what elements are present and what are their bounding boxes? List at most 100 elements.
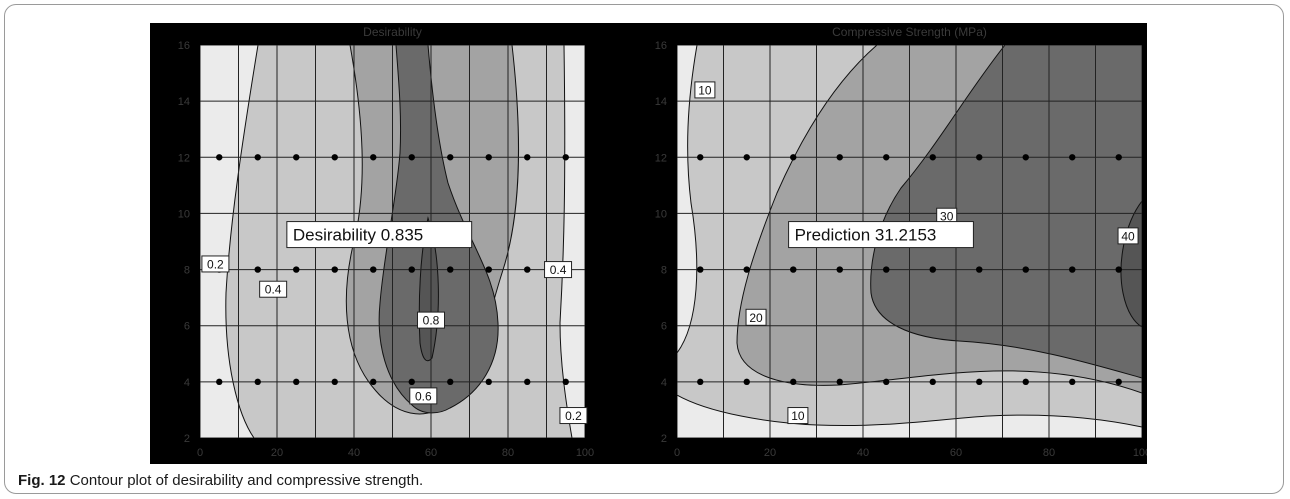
contour-band-4 — [870, 45, 1142, 379]
design-point — [254, 154, 261, 161]
y-tick-label: 6 — [184, 321, 190, 333]
contour-label: 40 — [1121, 229, 1135, 243]
plot-title: Desirability — [363, 25, 422, 39]
design-point — [697, 266, 704, 273]
design-point — [1069, 378, 1076, 386]
y-tick-label: 4 — [184, 377, 190, 389]
design-point — [331, 154, 338, 161]
design-point — [485, 378, 492, 386]
contour-label: 0.2 — [207, 257, 224, 271]
design-point — [216, 154, 223, 161]
design-point — [370, 378, 377, 386]
contour-label: 10 — [698, 83, 712, 97]
design-point — [524, 378, 531, 386]
contour-label: 0.4 — [550, 263, 567, 277]
design-point — [836, 266, 843, 273]
design-point — [447, 378, 454, 386]
x-tick-label: 80 — [1043, 447, 1055, 459]
design-point — [743, 378, 750, 386]
y-tick-label: 6 — [661, 321, 667, 333]
design-point — [929, 266, 936, 273]
design-point — [1115, 266, 1122, 273]
contour-label: 0.6 — [415, 389, 432, 403]
design-point — [1022, 266, 1029, 273]
x-tick-label: 0 — [674, 447, 680, 459]
y-tick-label: 10 — [655, 208, 667, 220]
design-point — [447, 266, 454, 273]
design-point — [1069, 266, 1076, 273]
contour-label-box — [745, 308, 767, 326]
contour-label-box — [1117, 227, 1139, 245]
design-point — [370, 154, 377, 161]
optimum-box — [788, 221, 974, 249]
contour-label: 10 — [791, 409, 805, 423]
x-tick-label: 0 — [197, 447, 203, 459]
design-point — [976, 378, 983, 386]
contour-label-box — [559, 407, 588, 425]
y-tick-label: 2 — [661, 433, 667, 445]
design-point — [790, 266, 797, 273]
x-tick-label: 40 — [348, 447, 360, 459]
design-point — [447, 154, 454, 161]
x-tick-label: 100 — [1133, 447, 1147, 459]
design-point — [293, 154, 300, 161]
design-point — [562, 154, 569, 161]
strength-contour-plot: 0 20 40 60 80 100 2 4 6 8 10 12 14 16 Compressive Stre… — [655, 25, 1147, 459]
design-point — [1022, 154, 1029, 161]
design-point — [836, 378, 843, 386]
contour-label-box — [694, 81, 716, 99]
design-point — [485, 266, 492, 273]
y-tick-label: 14 — [655, 96, 667, 108]
design-point — [929, 378, 936, 386]
contour-label-box — [787, 407, 809, 425]
design-point — [929, 154, 936, 161]
contour-label-box — [201, 255, 230, 273]
x-tick-label: 20 — [271, 447, 283, 459]
y-tick-label: 16 — [178, 40, 190, 52]
contour-label: 0.8 — [423, 314, 440, 328]
y-tick-label: 8 — [661, 265, 667, 277]
contour-label: 20 — [749, 311, 763, 325]
optimum-box — [286, 221, 473, 249]
y-tick-label: 8 — [184, 265, 190, 277]
design-point — [216, 378, 223, 386]
optimum-label: Desirability 0.835 — [293, 226, 423, 245]
design-point — [408, 378, 415, 386]
design-point — [743, 266, 750, 273]
y-tick-label: 4 — [661, 377, 667, 389]
design-point — [883, 154, 890, 161]
contour-label-box — [259, 280, 288, 298]
design-point — [1115, 154, 1122, 161]
optimum-label: Prediction 31.2153 — [795, 226, 937, 245]
design-point — [883, 266, 890, 273]
design-point — [254, 266, 261, 273]
design-point — [370, 266, 377, 273]
design-point — [408, 266, 415, 273]
contour-label-box — [409, 387, 438, 405]
design-point — [976, 154, 983, 161]
contour-label: 0.4 — [265, 283, 282, 297]
x-tick-label: 60 — [425, 447, 437, 459]
design-point — [697, 378, 704, 386]
design-point — [883, 378, 890, 386]
y-tick-label: 12 — [178, 152, 190, 164]
design-point — [293, 378, 300, 386]
design-point — [485, 154, 492, 161]
plot-title: Compressive Strength (MPa) — [832, 25, 987, 39]
design-point — [836, 154, 843, 161]
x-tick-label: 20 — [764, 447, 776, 459]
design-point — [524, 154, 531, 161]
design-point — [254, 378, 261, 386]
contour-label: 30 — [940, 210, 954, 224]
contour-label: 0.2 — [565, 409, 582, 423]
design-point — [1022, 378, 1029, 386]
design-point — [293, 266, 300, 273]
design-point — [697, 154, 704, 161]
design-point — [790, 154, 797, 161]
x-tick-label: 80 — [502, 447, 514, 459]
figure-caption-text: Contour plot of desirability and compres… — [69, 472, 424, 489]
figure-label: Fig. 12 — [18, 472, 66, 489]
x-tick-label: 60 — [950, 447, 962, 459]
design-point — [1069, 154, 1076, 161]
y-tick-label: 10 — [178, 208, 190, 220]
